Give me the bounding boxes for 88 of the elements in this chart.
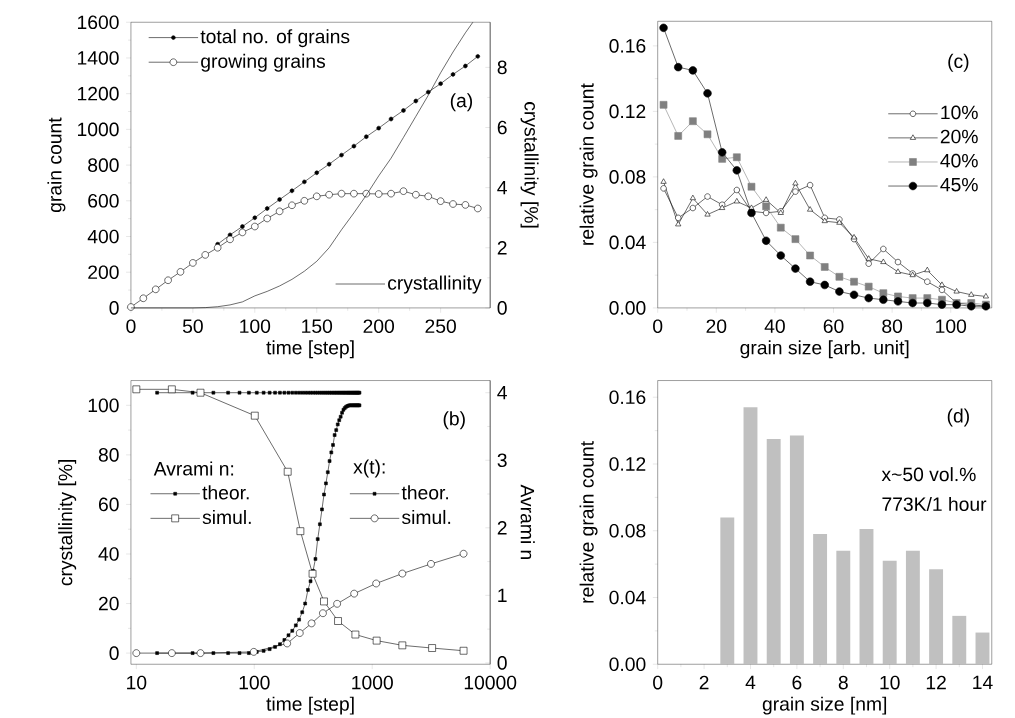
x-tick-label: 100 (936, 319, 967, 333)
y2-tick-label: 0 (497, 300, 507, 315)
legend-label: theor. (401, 485, 448, 500)
y2-tick-label: 1 (498, 588, 507, 602)
y-tick-label: 40 (98, 546, 119, 561)
x-tick-label: 10000 (464, 675, 517, 690)
legend-label: theor. (202, 485, 249, 500)
x-tick-label: 200 (363, 319, 395, 333)
y2-tick-label: 4 (497, 385, 507, 400)
y-tick-label: 60 (98, 497, 119, 512)
x-tick-label: 60 (823, 319, 844, 333)
y2-axis-title: crystallinity [%] (520, 101, 539, 228)
y-tick-label: 0 (109, 300, 119, 315)
x-tick-label: 10 (880, 675, 900, 690)
legend-label: total no. of grains (200, 28, 350, 47)
y2-tick-label: 2 (497, 240, 507, 255)
y-tick-label: 100 (88, 398, 119, 412)
y2-axis-title: Avrami n (520, 484, 535, 559)
y-tick-label: 0.16 (609, 390, 646, 404)
y-tick-label: 0.12 (609, 104, 646, 118)
x-tick-label: 20 (706, 319, 727, 333)
x-tick-label: 6 (792, 675, 802, 690)
y-tick-label: 1200 (78, 86, 119, 101)
y-tick-label: 0.08 (609, 523, 646, 538)
x-tick-label: 40 (764, 319, 785, 333)
y2-tick-label: 3 (497, 453, 507, 467)
annotation: Avrami n: (153, 461, 234, 476)
y-tick-label: 0.16 (609, 38, 646, 53)
y-tick-label: 80 (98, 447, 119, 462)
y-axis-title: relative grain count (579, 440, 598, 603)
y-axis-title: grain count (47, 117, 66, 212)
x-tick-label: 10 (127, 675, 147, 690)
y-tick-label: 0.12 (609, 456, 646, 471)
y2-tick-label: 8 (497, 60, 507, 74)
legend-label: 40% (940, 153, 978, 168)
x-tick-label: 100 (239, 675, 270, 690)
y-tick-label: 600 (88, 193, 119, 208)
y-tick-label: 1400 (78, 50, 119, 65)
y-tick-label: 1000 (78, 122, 119, 136)
x-tick-label: 2 (699, 675, 709, 689)
x-tick-label: 12 (926, 675, 946, 689)
y-axis-title: relative grain count (579, 83, 598, 245)
x-tick-label: 4 (745, 675, 756, 689)
x-axis-title: grain size [nm] (762, 696, 887, 715)
y-tick-label: 0 (109, 646, 119, 660)
y2-tick-label: 6 (497, 120, 507, 135)
y-tick-label: 0.04 (609, 235, 646, 249)
y-tick-label: 20 (98, 596, 119, 611)
x-tick-label: 250 (425, 319, 456, 333)
y-tick-label: 1600 (78, 15, 119, 29)
annotation: (a) (450, 93, 473, 111)
legend-label: 20% (940, 129, 978, 144)
y-tick-label: 0.04 (609, 590, 646, 605)
x-tick-label: 100 (240, 319, 271, 333)
legend-label: simul. (202, 509, 251, 524)
x-tick-label: 0 (126, 319, 136, 333)
x-tick-label: 0 (653, 319, 663, 333)
legend-label: 45% (940, 177, 978, 192)
annotation: x~50 vol.% (881, 466, 976, 482)
legend-label: crystallinity (388, 275, 482, 294)
x-axis-title: grain size [arb. unit] (740, 340, 909, 359)
x-tick-label: 150 (302, 319, 333, 333)
annotation: x(t): (353, 459, 385, 478)
legend-label: growing grains (201, 53, 326, 72)
y-tick-label: 0.08 (609, 169, 646, 184)
annotation: (c) (948, 53, 969, 72)
y-axis-title: crystallinity [%] (58, 459, 77, 586)
legend-label: 10% (941, 105, 978, 120)
x-axis-title: time [step] (266, 696, 354, 715)
x-tick-label: 0 (653, 675, 663, 690)
annotation: (b) (443, 411, 465, 430)
legend-label: simul. (402, 509, 451, 524)
x-tick-label: 50 (182, 319, 203, 333)
y2-tick-label: 4 (497, 180, 507, 195)
y2-tick-label: 0 (497, 655, 507, 670)
x-tick-label: 14 (973, 675, 993, 689)
y-tick-label: 0.00 (609, 657, 646, 671)
x-axis-title: time [step] (266, 340, 354, 359)
x-tick-label: 1000 (352, 675, 393, 690)
x-tick-label: 8 (838, 675, 848, 690)
x-tick-label: 80 (882, 319, 903, 333)
annotation: (d) (947, 408, 969, 427)
y-tick-label: 400 (87, 229, 119, 244)
y-tick-label: 800 (88, 158, 119, 172)
annotation: 773K/1 hour (882, 496, 987, 511)
y-tick-label: 0.00 (609, 300, 646, 315)
y-tick-label: 200 (88, 265, 119, 279)
y2-tick-label: 2 (497, 520, 507, 535)
